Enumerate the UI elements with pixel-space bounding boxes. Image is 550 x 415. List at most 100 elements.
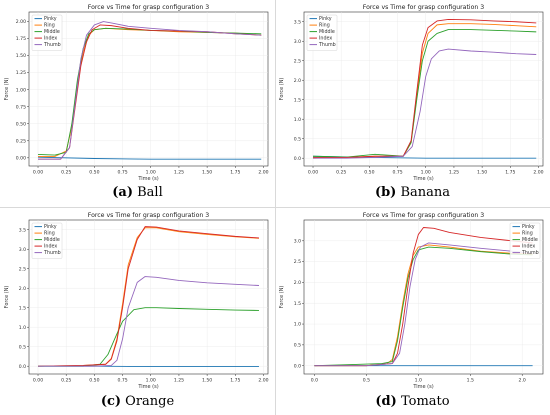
series-line-thumb [38,276,260,367]
y-tick-label: 2.5 [294,58,301,64]
y-tick-label: 0.0 [294,156,301,162]
chart-panel-banana: Force vs Time for grasp configuration 3 0… [275,0,550,207]
y-tick-label: 1.0 [294,117,301,123]
chart-tomato: Force vs Time for grasp configuration 3 0… [279,212,544,390]
chart-title: Force vs Time for grasp configuration 3 [88,4,210,11]
chart-panel-tomato: Force vs Time for grasp configuration 3 0… [275,208,550,415]
y-tick-label: 0.5 [294,136,301,142]
legend-label-ring: Ring [522,231,533,237]
y-tick-label: 1.0 [19,325,26,331]
legend-box [31,14,63,51]
x-axis-label: Time (s) [137,384,158,390]
y-tick-label: 0.0 [19,364,26,370]
x-tick-label: 0.50 [364,170,374,176]
y-tick-label: 0.50 [16,121,26,127]
caption-name: Ball [137,185,163,200]
legend-label-index: Index [44,244,57,250]
y-tick-label: 0.25 [16,138,26,144]
y-tick-label: 2.00 [16,19,26,25]
legend-label-index: Index [319,36,332,42]
y-tick-label: 2.5 [19,266,26,272]
x-tick-label: 0.00 [33,378,43,384]
x-axis-label: Time (s) [412,176,433,182]
vertical-divider [275,0,276,415]
caption-letter: (a) [112,185,133,200]
y-tick-label: 1.5 [294,301,301,307]
y-tick-label: 2.5 [294,259,301,265]
y-tick-label: 0.5 [19,344,26,350]
x-tick-label: 0.5 [363,378,370,384]
series-line-middle [38,27,262,156]
x-tick-label: 0.0 [311,378,318,384]
x-tick-label: 1.25 [174,170,184,176]
caption-banana: (b) Banana [275,185,550,200]
chart-banana: Force vs Time for grasp configuration 3 0… [279,4,544,182]
x-tick-label: 0.25 [61,170,71,176]
y-axis-label: Force (N) [4,78,10,101]
legend-label-pinky: Pinky [319,16,332,22]
y-tick-label: 1.00 [16,87,26,93]
y-tick-label: 3.0 [19,247,26,253]
y-tick-label: 1.50 [16,53,26,59]
x-tick-label: 0.50 [89,378,99,384]
y-tick-label: 0.75 [16,104,26,110]
x-tick-label: 2.00 [258,170,268,176]
y-axis-label: Force (N) [279,78,285,101]
x-tick-label: 0.75 [117,378,127,384]
x-tick-label: 0.00 [308,170,318,176]
x-tick-label: 1.75 [505,170,515,176]
series-line-thumb [313,48,537,159]
legend-label-pinky: Pinky [44,224,57,230]
caption-letter: (c) [100,394,122,409]
legend-label-ring: Ring [44,23,55,29]
series-line-pinky [38,156,262,160]
legend-label-thumb: Thumb [521,250,539,256]
legend-box [31,222,63,259]
x-tick-label: 1.75 [230,170,240,176]
y-tick-label: 3.0 [294,238,301,244]
caption-orange: (c) Orange [0,394,275,409]
x-tick-label: 0.25 [336,170,346,176]
x-tick-label: 1.00 [146,170,156,176]
plot-area [303,219,544,375]
legend-label-middle: Middle [44,237,60,243]
x-tick-label: 1.00 [146,378,156,384]
chart-title: Force vs Time for grasp configuration 3 [363,212,485,219]
legend-label-index: Index [44,36,57,42]
x-axis-label: Time (s) [412,384,433,390]
y-axis-label: Force (N) [4,286,10,309]
x-tick-label: 1.5 [467,378,474,384]
x-tick-label: 2.0 [519,378,526,384]
series-line-thumb [314,242,533,367]
x-tick-label: 0.50 [89,170,99,176]
y-tick-label: 0.0 [294,363,301,369]
chart-title: Force vs Time for grasp configuration 3 [88,212,210,219]
y-tick-label: 0.00 [16,155,26,161]
legend-label-thumb: Thumb [43,42,61,48]
legend-label-pinky: Pinky [522,224,535,230]
caption-ball: (a) Ball [0,185,275,200]
x-tick-label: 1.75 [230,378,240,384]
x-tick-label: 1.0 [415,378,422,384]
y-axis-label: Force (N) [279,286,285,309]
series-line-index [38,226,260,367]
x-tick-label: 1.25 [449,170,459,176]
y-tick-label: 1.75 [16,36,26,42]
legend-label-middle: Middle [522,237,538,243]
caption-name: Orange [125,394,175,409]
chart-ball: Force vs Time for grasp configuration 3 0… [4,4,269,182]
x-axis-label: Time (s) [137,176,158,182]
chart-title: Force vs Time for grasp configuration 3 [363,4,485,11]
caption-name: Banana [400,185,451,200]
x-tick-label: 0.00 [33,170,43,176]
chart-orange: Force vs Time for grasp configuration 3 0… [4,212,269,390]
legend-label-pinky: Pinky [44,16,57,22]
series-line-middle [313,29,537,158]
legend-label-middle: Middle [44,29,60,35]
x-tick-label: 0.75 [392,170,402,176]
